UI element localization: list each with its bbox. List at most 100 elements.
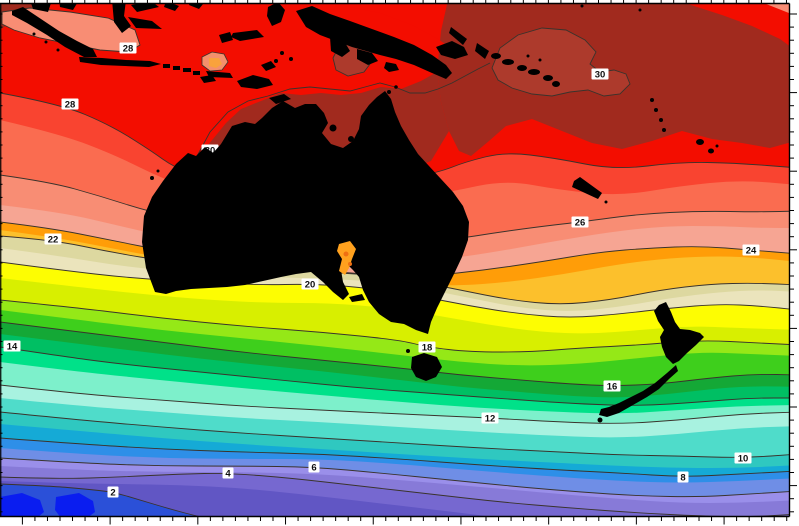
contour-label-box <box>571 216 589 228</box>
contour-label-box <box>107 486 119 498</box>
solomon-island-3 <box>517 65 527 71</box>
contour-line-14 <box>0 346 790 406</box>
mentawai-islet-1 <box>32 32 36 36</box>
contour-label-box <box>603 380 621 392</box>
contour-label-value: 8 <box>680 473 685 484</box>
new-guinea-south-lobe-2 <box>357 49 378 65</box>
contour-label-value: 4 <box>225 469 231 480</box>
mornington-island <box>348 136 354 142</box>
torres-islet-1 <box>387 90 391 94</box>
contour-line-10 <box>0 411 790 458</box>
buru-island <box>219 32 233 43</box>
contour-label: 6 <box>308 461 320 474</box>
loyalty-islet <box>604 200 608 204</box>
sumatra-landmass <box>12 7 97 57</box>
contour-label-box <box>119 42 137 54</box>
sulawesi-arm-3 <box>128 17 162 29</box>
band-fill-2 <box>0 484 202 517</box>
contour-label-box <box>742 244 760 256</box>
cold-blob-2 <box>55 493 95 517</box>
java-landmass <box>79 57 161 67</box>
gulf-warm-spot-1 <box>343 251 349 257</box>
contour-label-value: 28 <box>65 100 76 111</box>
new-caledonia-island <box>572 177 602 199</box>
sulawesi-east-island-2 <box>189 3 203 9</box>
contour-label-box <box>3 340 21 352</box>
contour-label: 10 <box>734 452 752 465</box>
groote-island <box>329 124 337 132</box>
contour-label-value: 14 <box>7 342 18 353</box>
contour-line-4 <box>0 472 790 517</box>
contour-label-value: 28 <box>123 44 134 55</box>
fiji-island-2 <box>708 148 714 154</box>
cold-blob-1 <box>0 493 44 517</box>
contour-label-value: 24 <box>746 246 757 257</box>
contour-label-value: 10 <box>738 454 749 465</box>
contour-label: 30 <box>591 68 609 81</box>
new-britain-island <box>436 41 468 59</box>
timor-island <box>237 75 273 89</box>
solomon-island-2 <box>502 59 514 65</box>
contour-label: 28 <box>61 98 79 111</box>
contour-label-box <box>301 278 319 290</box>
aru-island <box>280 51 284 55</box>
borneo-edge-1 <box>31 3 51 12</box>
gulf-warm-spot-2 <box>348 262 352 266</box>
barrow-islet-2 <box>156 169 160 173</box>
contour-label-value: 18 <box>422 343 433 354</box>
lombok-island <box>173 66 180 70</box>
solomon-island-6 <box>552 81 560 87</box>
red-patch-north-newguinea <box>298 3 452 53</box>
borneo-edge-2 <box>59 3 77 10</box>
salmon-sliver-topright <box>764 3 790 14</box>
new-zealand-north-island <box>654 302 704 364</box>
contour-label: 26 <box>571 216 589 229</box>
barrow-islet-1 <box>150 176 154 180</box>
contour-line-6 <box>0 457 790 498</box>
small-island-banda <box>274 59 278 63</box>
contour-label: 4 <box>222 467 234 480</box>
mentawai-islet-2 <box>44 40 48 44</box>
fiji-islet-3 <box>715 144 719 148</box>
contour-lines <box>0 92 790 517</box>
maroon-wedge-topleft <box>0 3 41 30</box>
contour-line-12 <box>0 384 790 424</box>
melville-island <box>269 94 291 104</box>
sumbawa-island <box>183 68 191 72</box>
landmasses <box>12 3 719 423</box>
contour-label: 22 <box>44 233 62 246</box>
contour-line-16 <box>0 321 790 386</box>
australia-landmass <box>142 91 469 334</box>
contour-label-value: 2 <box>110 488 115 499</box>
solomon-island-5 <box>543 75 553 81</box>
contour-label: 2 <box>107 486 119 499</box>
mentawai-islet-3 <box>56 48 60 52</box>
contour-label-box <box>481 412 499 424</box>
contour-label-box <box>418 341 436 353</box>
vanuatu-islet-2 <box>654 108 658 112</box>
contour-labels: 28 28 30 26 24 22 20 18 16 14 12 10 8 6 4 2 <box>3 42 760 499</box>
contour-line-30-nw-shelf <box>195 62 491 159</box>
contour-label-value: 16 <box>607 382 618 393</box>
tasmania-landmass <box>411 353 442 381</box>
contour-label-value: 26 <box>575 218 586 229</box>
vanuatu-islet-1 <box>650 98 654 102</box>
contour-label: 28 <box>119 42 137 55</box>
torres-islet-2 <box>394 85 398 89</box>
solomon-islet-8 <box>526 54 530 58</box>
kangaroo-island <box>349 294 365 302</box>
vanuatu-islet-4 <box>662 128 666 132</box>
contour-line-8 <box>0 437 790 477</box>
solomon-islet-7 <box>538 58 542 62</box>
bougainville-island <box>475 43 489 59</box>
new-ireland-island <box>449 27 467 45</box>
tanimbar-island <box>261 61 276 71</box>
contour-label-value: 12 <box>485 414 496 425</box>
solomon-island-4 <box>528 69 540 75</box>
contour-label-box <box>734 452 752 464</box>
new-zealand-south-island <box>599 365 678 417</box>
new-guinea-south-lobe-1 <box>330 37 350 57</box>
